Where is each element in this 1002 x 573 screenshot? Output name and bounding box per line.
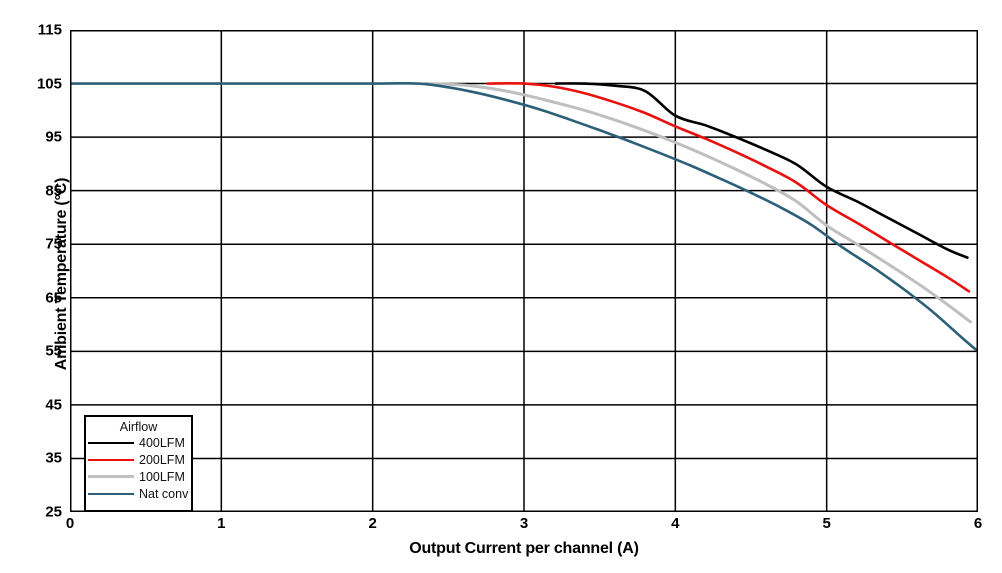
legend-item-label: 200LFM — [139, 452, 185, 467]
series-line-100lfm — [424, 82, 972, 324]
y-tick-label: 55 — [45, 342, 62, 360]
legend-title: Airflow — [119, 420, 158, 434]
legend-swatch — [88, 475, 134, 478]
grid-lines — [70, 30, 978, 512]
plot-border — [70, 30, 978, 512]
data-series-layer — [70, 81, 978, 353]
x-tick-label: 4 — [671, 515, 680, 532]
series-line-400lfm — [554, 82, 969, 259]
legend-item: Nat conv — [86, 485, 191, 502]
x-tick-label: 1 — [217, 515, 226, 532]
y-tick-label: 45 — [45, 396, 62, 414]
y-tick-label: 65 — [45, 289, 62, 307]
y-tick-label: 95 — [45, 128, 62, 146]
plot-area: Airflow 400LFM 200LFM 100LFM Nat conv — [70, 30, 978, 512]
legend-swatch — [88, 492, 134, 495]
series-line-200lfm — [486, 82, 971, 293]
y-tick-label: 105 — [36, 75, 62, 93]
y-tick-label: 75 — [45, 235, 62, 253]
plot-svg — [70, 30, 978, 512]
legend-item: 200LFM — [86, 451, 191, 468]
legend-items: 400LFM 200LFM 100LFM Nat conv — [86, 434, 191, 502]
x-tick-label: 3 — [519, 515, 529, 532]
y-axis-tick-labels: 115 105 95 85 75 65 55 45 35 25 — [10, 0, 62, 573]
legend-swatch — [88, 458, 134, 461]
x-axis-title: Output Current per channel (A) — [409, 540, 639, 557]
x-tick-label: 0 — [65, 515, 75, 532]
legend-swatch — [88, 441, 134, 444]
legend-item-label: 400LFM — [139, 435, 185, 450]
x-tick-label: 2 — [368, 515, 377, 532]
y-tick-label: 115 — [37, 21, 62, 39]
y-tick-label: 35 — [45, 449, 62, 467]
x-tick-label: 6 — [973, 515, 983, 532]
y-tick-label: 25 — [45, 503, 62, 521]
legend-item: 100LFM — [86, 468, 191, 485]
legend-item-label: 100LFM — [139, 469, 185, 484]
series-line-nat-conv — [70, 81, 978, 353]
legend: Airflow 400LFM 200LFM 100LFM Nat conv — [84, 415, 193, 512]
x-tick-label: 5 — [822, 515, 831, 532]
legend-item: 400LFM — [86, 434, 191, 451]
y-tick-label: 85 — [45, 182, 62, 200]
legend-item-label: Nat conv — [139, 486, 189, 501]
